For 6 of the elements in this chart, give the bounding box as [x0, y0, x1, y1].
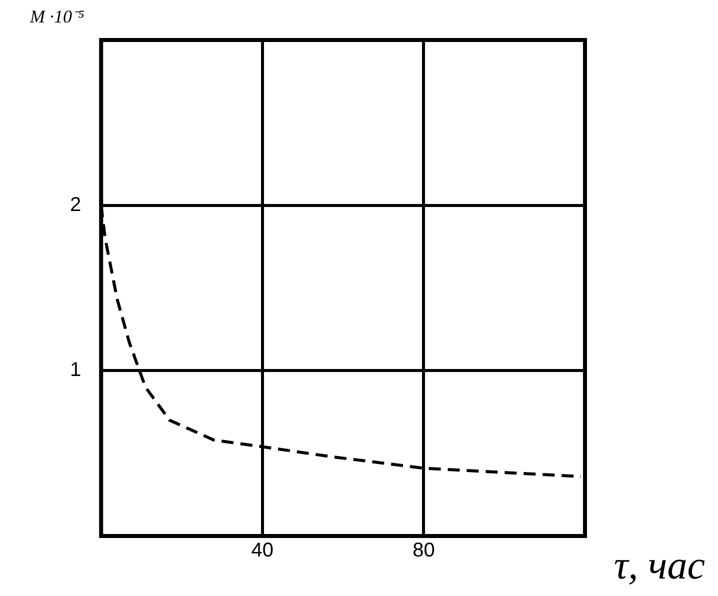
y-tick-label: 1 — [70, 359, 82, 382]
x-tick-label: 80 — [412, 540, 435, 562]
y-axis-title: M ·10⁻⁵ — [29, 6, 84, 27]
x-axis-title: τ, час — [614, 542, 706, 588]
y-tick-label: 2 — [70, 194, 82, 216]
x-tick-label: 40 — [251, 540, 274, 562]
